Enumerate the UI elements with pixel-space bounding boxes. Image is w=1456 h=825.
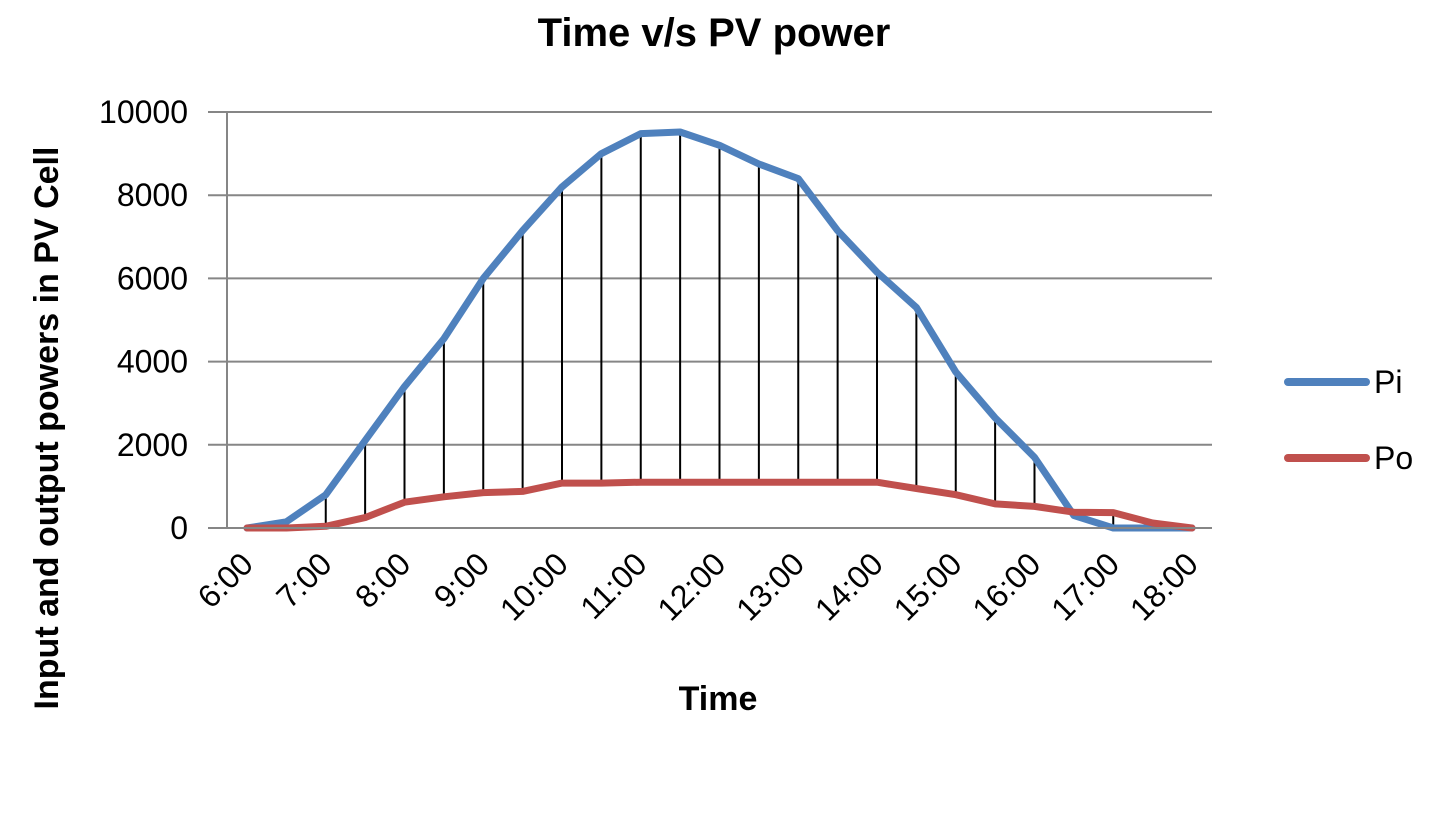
x-tick-label: 7:00 bbox=[269, 545, 338, 614]
x-tick-label: 11:00 bbox=[573, 545, 653, 625]
axes bbox=[208, 112, 1212, 529]
y-tick-label: 4000 bbox=[117, 344, 188, 380]
x-tick-label: 10:00 bbox=[493, 545, 575, 627]
y-tick-label: 0 bbox=[170, 510, 188, 546]
series-line-po bbox=[243, 478, 1196, 532]
y-tick-label: 8000 bbox=[117, 177, 188, 213]
drop-lines bbox=[285, 131, 1154, 528]
x-tick-label: 6:00 bbox=[190, 545, 259, 614]
legend: Pi Po bbox=[1284, 364, 1413, 476]
legend-label-pi: Pi bbox=[1374, 364, 1402, 400]
y-tick-label: 10000 bbox=[99, 94, 188, 130]
x-tick-label: 9:00 bbox=[427, 545, 496, 614]
x-axis-title: Time bbox=[679, 680, 758, 718]
y-tick-label: 6000 bbox=[117, 260, 188, 296]
chart-title: Time v/s PV power bbox=[538, 11, 891, 55]
x-tick-label: 12:00 bbox=[650, 545, 732, 627]
x-tick-label: 8:00 bbox=[348, 545, 417, 614]
x-tick-label: 18:00 bbox=[1123, 545, 1205, 627]
gridlines bbox=[208, 111, 1212, 446]
y-axis-title: Input and output powers in PV Cell bbox=[28, 147, 66, 710]
y-tick-label: 2000 bbox=[117, 427, 188, 463]
x-tick-label: 15:00 bbox=[887, 545, 969, 627]
x-tick-label: 16:00 bbox=[965, 545, 1047, 627]
x-tick-label: 14:00 bbox=[808, 545, 890, 627]
series-lines bbox=[243, 128, 1196, 532]
legend-label-po: Po bbox=[1374, 440, 1413, 476]
x-tick-label: 13:00 bbox=[729, 545, 811, 627]
y-tick-labels: 0 2000 4000 6000 8000 10000 bbox=[99, 94, 188, 546]
series-line-pi bbox=[243, 128, 1196, 532]
x-tick-label: 17:00 bbox=[1044, 545, 1126, 627]
x-tick-labels: 6:00 7:00 8:00 9:0010:0011:0012:0013:0014:0… bbox=[190, 545, 1204, 627]
